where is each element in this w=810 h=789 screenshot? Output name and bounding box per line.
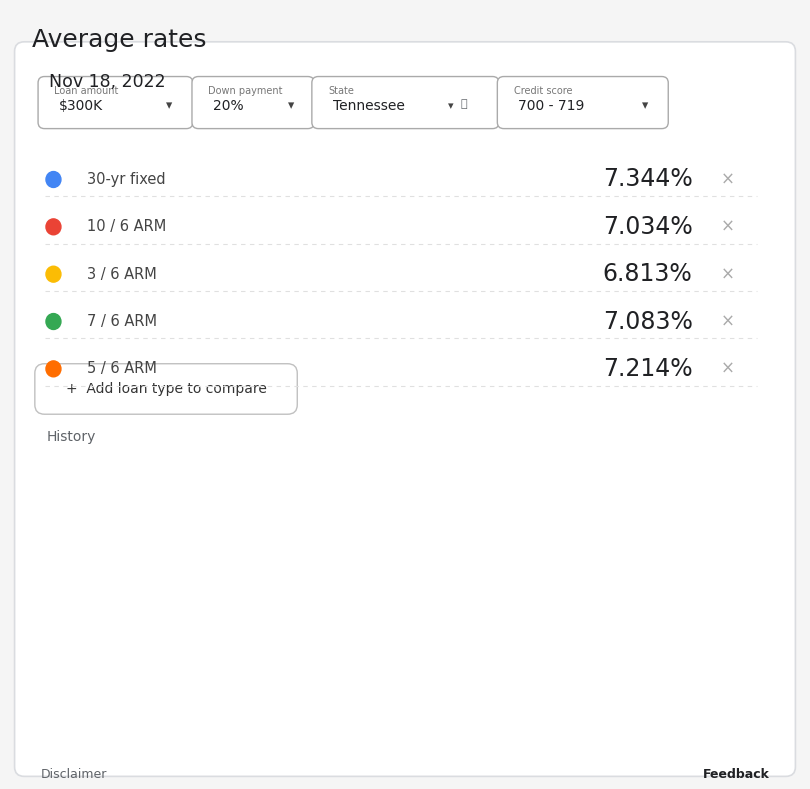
- Text: ▾: ▾: [166, 99, 173, 112]
- Text: Disclaimer: Disclaimer: [40, 768, 107, 781]
- Text: ×: ×: [721, 312, 735, 331]
- Circle shape: [46, 219, 61, 235]
- Text: ×: ×: [721, 265, 735, 283]
- Text: ▾: ▾: [448, 101, 454, 110]
- Circle shape: [46, 266, 61, 282]
- Text: Loan amount: Loan amount: [54, 86, 118, 96]
- Text: Down payment: Down payment: [208, 86, 283, 96]
- Text: ▾: ▾: [642, 99, 648, 112]
- Text: 7.083%: 7.083%: [603, 309, 693, 334]
- Circle shape: [46, 313, 61, 330]
- Text: 📍: 📍: [460, 99, 467, 109]
- Text: Nov 18, 2022: Nov 18, 2022: [49, 73, 165, 91]
- Text: Credit score: Credit score: [514, 86, 572, 96]
- Text: 7 / 6 ARM: 7 / 6 ARM: [87, 314, 157, 329]
- Text: +  Add loan type to compare: + Add loan type to compare: [66, 382, 266, 396]
- Text: History: History: [47, 430, 96, 444]
- Text: 6.813%: 6.813%: [603, 262, 693, 286]
- Text: 20%: 20%: [213, 99, 244, 113]
- Text: 700 - 719: 700 - 719: [518, 99, 585, 113]
- Text: ×: ×: [721, 360, 735, 378]
- Text: 7.214%: 7.214%: [603, 357, 693, 381]
- Text: ×: ×: [721, 218, 735, 236]
- Text: Average rates: Average rates: [32, 28, 207, 51]
- Circle shape: [46, 361, 61, 377]
- Text: Tennessee: Tennessee: [333, 99, 405, 113]
- Text: 30-yr fixed: 30-yr fixed: [87, 172, 166, 187]
- Text: 3 / 6 ARM: 3 / 6 ARM: [87, 267, 157, 282]
- Text: 5 / 6 ARM: 5 / 6 ARM: [87, 361, 157, 376]
- Text: ×: ×: [721, 170, 735, 189]
- Text: 10 / 6 ARM: 10 / 6 ARM: [87, 219, 167, 234]
- Text: Feedback: Feedback: [702, 768, 770, 781]
- Text: 7.034%: 7.034%: [603, 215, 693, 239]
- Text: 7.344%: 7.344%: [603, 167, 693, 192]
- Text: ▾: ▾: [288, 99, 294, 112]
- Text: State: State: [328, 86, 354, 96]
- Text: $300K: $300K: [59, 99, 103, 113]
- Circle shape: [46, 171, 61, 188]
